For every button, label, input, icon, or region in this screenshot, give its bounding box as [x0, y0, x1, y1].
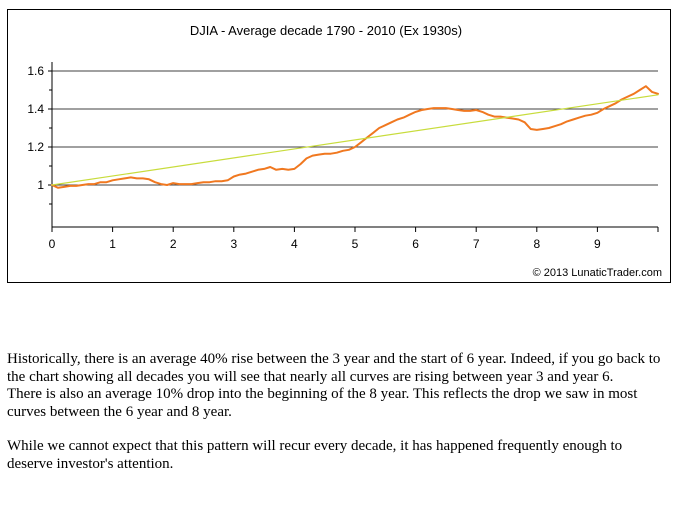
- x-tick-label-1: 1: [109, 237, 116, 251]
- y-tick-label-1: 1.2: [27, 140, 44, 154]
- series-line-trend: [51, 94, 659, 186]
- x-tick-label-3: 3: [230, 237, 237, 251]
- y-tick-label-3: 1.6: [27, 64, 44, 78]
- x-tick-label-6: 6: [412, 237, 419, 251]
- y-tick-label-2: 1.4: [27, 102, 44, 116]
- x-tick-label-8: 8: [533, 237, 540, 251]
- x-tick-label-0: 0: [49, 237, 56, 251]
- paragraph-rise: Historically, there is an average 40% ri…: [7, 351, 661, 385]
- chart-title: DJIA - Average decade 1790 - 2010 (Ex 19…: [190, 23, 462, 38]
- chart: DJIA - Average decade 1790 - 2010 (Ex 19…: [27, 23, 662, 279]
- y-tick-label-0: 1: [37, 178, 44, 192]
- paragraph-drop: There is also an average 10% drop into t…: [7, 386, 638, 420]
- x-tick-label-4: 4: [291, 237, 298, 251]
- paragraph-conclusion: While we cannot expect that this pattern…: [7, 438, 623, 472]
- chart-credit: © 2013 LunaticTrader.com: [533, 267, 662, 279]
- x-tick-label-2: 2: [170, 237, 177, 251]
- x-tick-label-7: 7: [473, 237, 480, 251]
- x-tick-label-5: 5: [352, 237, 359, 251]
- series-line-average-decade: [51, 85, 659, 189]
- x-tick-label-9: 9: [594, 237, 601, 251]
- chart-frame: DJIA - Average decade 1790 - 2010 (Ex 19…: [7, 9, 671, 283]
- article-text: Historically, there is an average 40% ri…: [7, 351, 671, 473]
